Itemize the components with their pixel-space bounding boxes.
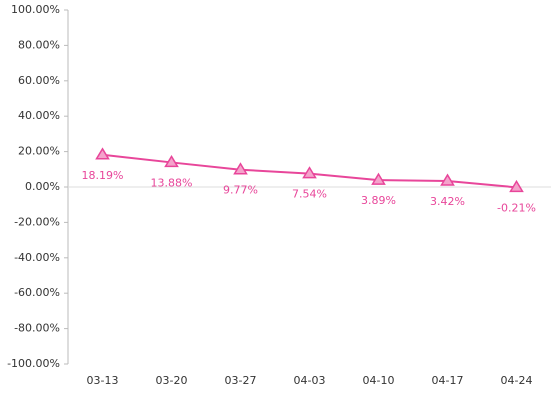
y-tick-label: -60.00%: [14, 286, 60, 299]
value-label: 7.54%: [292, 188, 327, 201]
y-tick-label: 60.00%: [18, 74, 60, 87]
marker: [440, 173, 455, 186]
y-tick-label: -100.00%: [7, 357, 60, 370]
y-tick-label: 40.00%: [18, 109, 60, 122]
x-tick-label: 04-24: [501, 374, 533, 387]
y-tick-label: 80.00%: [18, 38, 60, 51]
y-tick-label: 20.00%: [18, 145, 60, 158]
y-tick-label: -80.00%: [14, 322, 60, 335]
value-label: 3.42%: [430, 195, 465, 208]
value-label: 9.77%: [223, 184, 258, 197]
value-label: 18.19%: [82, 169, 124, 182]
value-label: 13.88%: [151, 176, 193, 189]
y-tick-label: -40.00%: [14, 251, 60, 264]
value-label: -0.21%: [497, 201, 536, 214]
value-label: 3.89%: [361, 194, 396, 207]
marker: [371, 172, 386, 185]
marker: [233, 162, 248, 175]
x-tick-label: 03-27: [225, 374, 257, 387]
y-tick-label: -20.00%: [14, 215, 60, 228]
y-tick-label: 100.00%: [11, 3, 60, 16]
marker: [95, 147, 110, 160]
x-tick-label: 03-13: [87, 374, 119, 387]
y-tick-label: 0.00%: [25, 180, 60, 193]
x-tick-label: 04-17: [432, 374, 464, 387]
marker: [509, 179, 524, 193]
marker: [164, 154, 179, 168]
x-tick-label: 04-10: [363, 374, 395, 387]
x-tick-label: 03-20: [156, 374, 188, 387]
x-tick-label: 04-03: [294, 374, 326, 387]
marker: [302, 166, 317, 179]
